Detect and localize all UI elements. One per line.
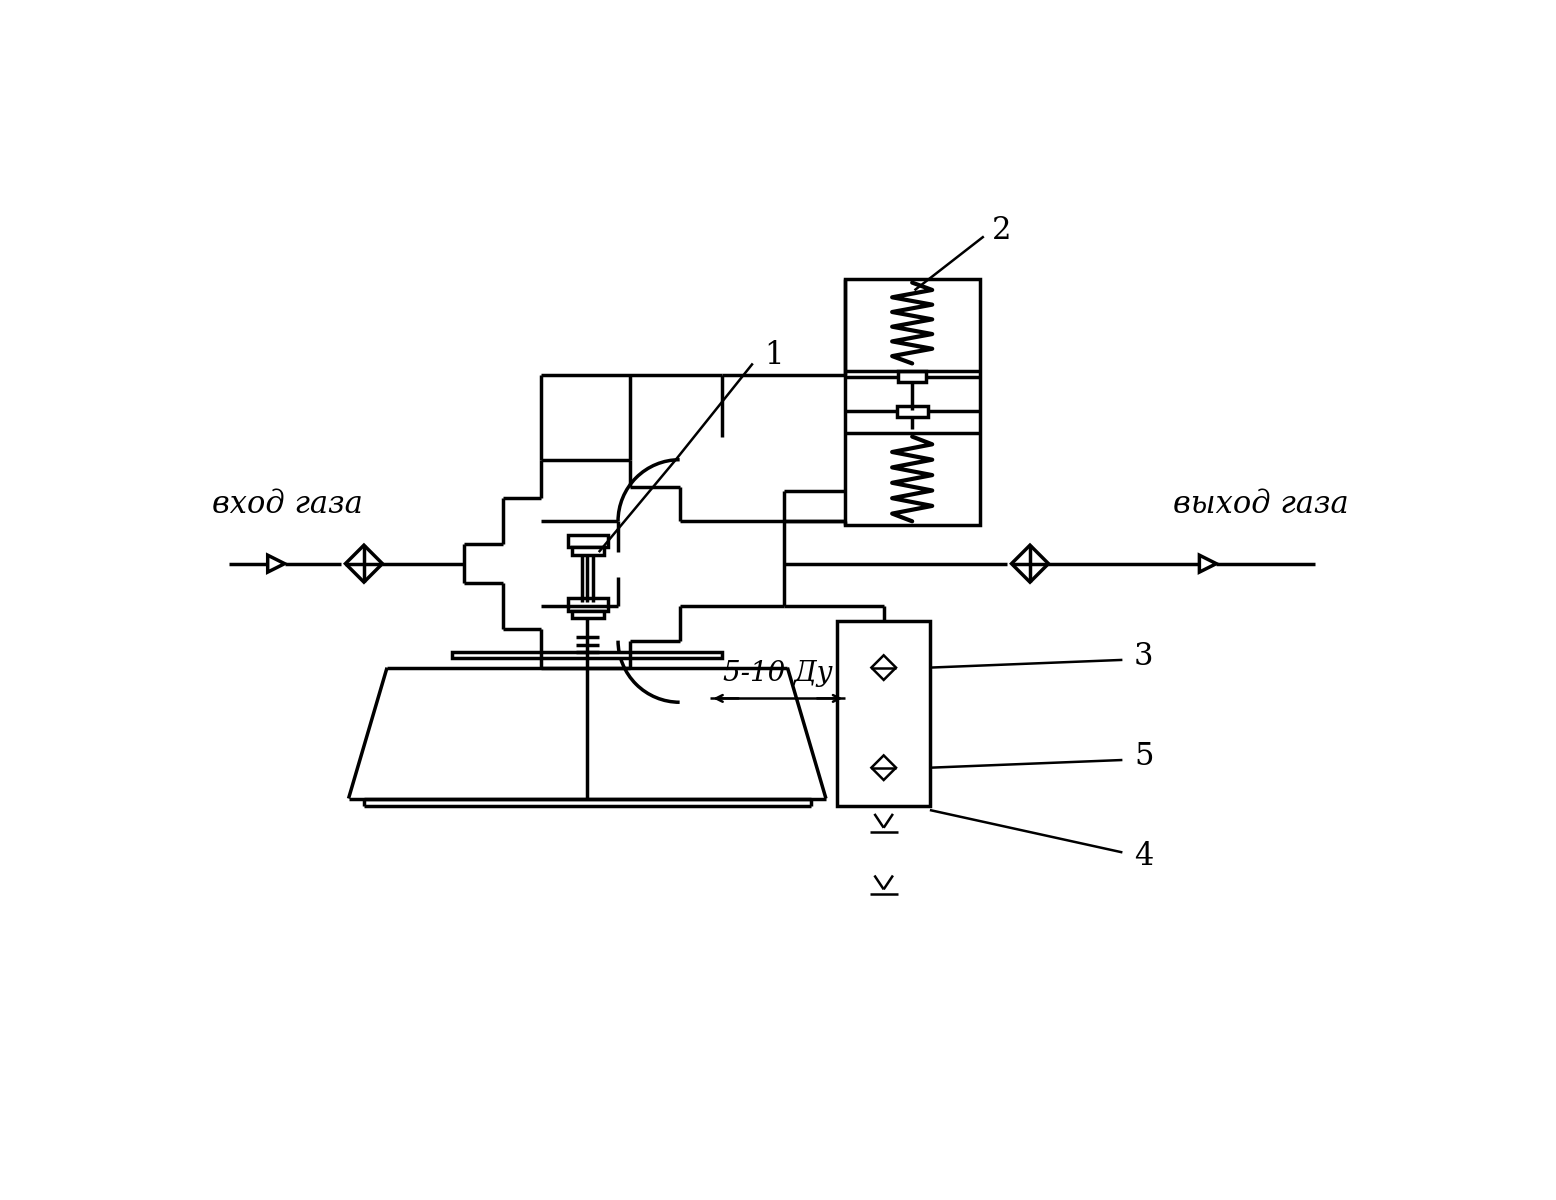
Text: 5: 5 [1134,740,1153,772]
Bar [568,599,608,611]
Bar [568,535,608,547]
Polygon shape [871,755,896,780]
Polygon shape [268,556,285,572]
Bar [453,653,722,659]
Text: 5-10 Ду: 5-10 Ду [722,660,832,686]
Text: выход газа: выход газа [1173,488,1349,520]
Text: 3: 3 [1134,641,1153,672]
Text: вход газа: вход газа [212,488,363,520]
Polygon shape [1200,556,1217,572]
Bar [573,547,604,556]
Text: 1: 1 [764,341,784,371]
Text: 4: 4 [1134,841,1153,871]
Bar [845,278,980,526]
Polygon shape [1011,545,1049,582]
Polygon shape [871,655,896,680]
Bar [837,622,930,806]
Text: 2: 2 [991,215,1011,246]
Polygon shape [345,545,383,582]
Bar [898,371,926,382]
Bar [896,406,927,416]
Bar [573,611,604,618]
